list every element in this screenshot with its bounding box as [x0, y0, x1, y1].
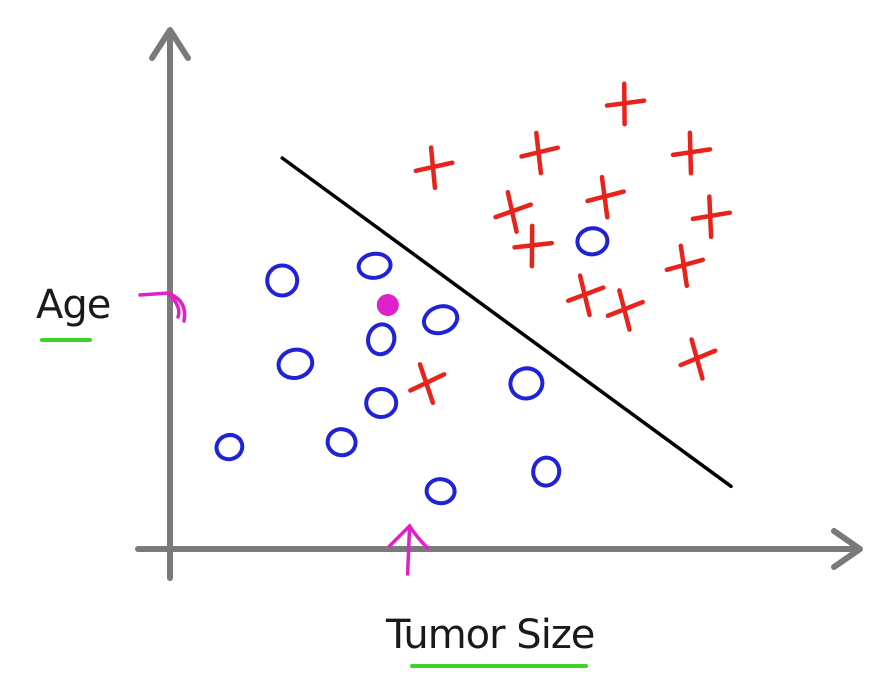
x-axis-arrowhead	[831, 528, 863, 570]
point-circle	[356, 251, 393, 280]
y-axis-arrowhead	[149, 27, 191, 61]
point-circle	[531, 455, 562, 488]
point-cross	[512, 223, 554, 269]
point-cross	[678, 337, 718, 381]
decision-boundary-layer	[280, 156, 733, 489]
point-cross	[408, 362, 447, 405]
point-cross	[604, 81, 647, 127]
point-cross	[585, 174, 626, 220]
points-layer	[214, 81, 732, 506]
point-circle	[214, 432, 245, 462]
query-point	[376, 294, 399, 316]
point-cross	[519, 130, 561, 176]
point-circle	[424, 477, 457, 506]
point-cross-stroke	[417, 362, 436, 405]
point-circle	[364, 386, 399, 420]
point-cross-stroke	[621, 81, 627, 127]
y-axis-label: Age	[36, 282, 111, 328]
point-cross	[413, 145, 455, 191]
y-axis-label-underline	[40, 338, 92, 342]
point-circle	[575, 226, 610, 257]
point-circle	[325, 427, 358, 458]
annotations-layer	[138, 291, 430, 576]
point-cross-stroke	[428, 145, 438, 191]
point-cross-stroke	[707, 194, 714, 240]
point-circle	[366, 322, 397, 357]
point-circle	[276, 347, 315, 380]
point-circle	[508, 366, 545, 401]
point-cross-stroke	[505, 189, 519, 234]
point-circle	[265, 263, 300, 298]
x-projection-arrow	[387, 523, 430, 576]
point-cross	[664, 243, 706, 289]
point-cross	[493, 189, 533, 234]
point-cross-stroke	[534, 130, 544, 176]
x-axis-label: Tumor Size	[386, 612, 595, 658]
point-cross	[690, 194, 732, 240]
point-cross-stroke	[689, 337, 705, 381]
y-projection-arrow	[138, 291, 187, 323]
x-axis-label-underline	[410, 664, 588, 668]
axes	[135, 27, 863, 581]
point-cross-stroke	[529, 223, 535, 269]
point-cross-stroke	[577, 273, 592, 318]
point-circle	[421, 304, 460, 336]
point-cross-stroke	[678, 243, 690, 289]
point-cross-stroke	[687, 130, 694, 176]
point-cross	[605, 288, 645, 332]
point-cross	[565, 273, 606, 318]
point-cross	[670, 130, 713, 176]
decision-boundary-line	[280, 156, 733, 489]
point-cross-stroke	[617, 288, 632, 332]
point-cross-stroke	[599, 174, 610, 220]
